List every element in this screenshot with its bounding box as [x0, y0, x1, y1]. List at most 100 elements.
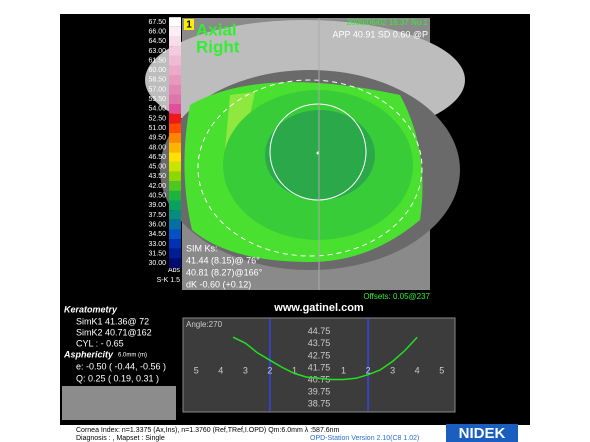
diagnosis-box	[62, 386, 176, 420]
scale-swatch	[169, 200, 181, 211]
scale-swatch	[169, 104, 181, 114]
scale-label: 55.50	[148, 96, 166, 103]
keratometry-panel: Keratometry SimK1 41.36@ 72 SimK2 40.71@…	[62, 304, 176, 420]
x-tick-label: 3	[390, 365, 395, 375]
scale-swatch	[169, 26, 181, 37]
scale-label: 58.50	[148, 77, 166, 84]
scale-swatch	[169, 152, 181, 162]
scale-swatch	[169, 190, 181, 201]
map-type: Axial	[196, 20, 237, 39]
footer-index: Cornea Index: n=1.3375 (Ax,Ins), n=1.376…	[76, 427, 340, 434]
simk-dk: dK -0.60 (+0.12)	[186, 279, 251, 289]
chart-title: Angle:270	[186, 320, 223, 329]
map-number: 1	[186, 20, 192, 31]
scale-swatch	[169, 229, 181, 240]
cyl: CYL : - 0.65	[76, 338, 124, 348]
scale-swatch	[169, 123, 181, 133]
simk1: SimK1 41.36@ 72	[76, 316, 149, 326]
scale-label: 30.00	[148, 260, 166, 267]
scale-step: S-K 1.5	[157, 277, 180, 284]
x-tick-label: 1	[341, 365, 346, 375]
plot-area	[182, 317, 456, 413]
scale-label: 57.00	[148, 86, 166, 93]
scale-label: 31.50	[148, 250, 166, 257]
scale-swatch	[169, 239, 181, 249]
scale-label: 61.50	[148, 57, 166, 64]
scale-label: 63.00	[148, 48, 166, 55]
scale-label: 66.00	[148, 28, 166, 35]
y-tick-label: 42.75	[308, 350, 331, 360]
scale-swatch	[169, 75, 181, 85]
website: www.gatinel.com	[273, 302, 364, 314]
scale-label: 36.00	[148, 221, 166, 228]
asphericity-title: Asphericity	[63, 349, 114, 359]
simk-title: SIM Ks:	[186, 243, 218, 253]
pupil-dashed-ring	[197, 79, 423, 257]
y-tick-label: 43.75	[308, 338, 331, 348]
scale-swatch	[169, 46, 181, 56]
profile-line	[232, 336, 418, 381]
scale-label: 51.00	[148, 125, 166, 132]
scale-swatch	[169, 248, 181, 259]
q-value: Q: 0.25 ( 0.19, 0.31 )	[76, 373, 159, 383]
scale-label: 39.00	[148, 202, 166, 209]
scale-label: 52.50	[148, 115, 166, 122]
scale-swatch	[169, 171, 181, 182]
scale-swatch	[169, 17, 181, 27]
exam-date: 2009/06/02 16:37 No.1	[347, 18, 429, 27]
scale-swatch	[169, 181, 181, 191]
scale-swatch	[169, 113, 181, 124]
x-tick-label: 2	[366, 365, 371, 375]
scale-label: 43.50	[148, 173, 166, 180]
scale-swatch	[169, 84, 181, 95]
x-tick-label: 4	[218, 365, 223, 375]
map-number-box	[184, 19, 194, 30]
map-central-zone	[265, 110, 375, 200]
scale-swatch	[169, 65, 181, 76]
scale-label: 42.00	[148, 183, 166, 190]
profile-chart: Angle:270 5 4 3 2 1 1 2 3 4 5 44.75 43.75 42.75 41.75…	[182, 317, 456, 413]
y-tick-label: 38.75	[308, 399, 331, 409]
y-tick-label: 44.75	[308, 326, 331, 336]
center-ring	[269, 103, 367, 201]
x-tick-label: 1	[292, 365, 297, 375]
scale-swatch	[169, 132, 181, 143]
simk-line: 41.44 (8.15)@ 76°	[186, 255, 260, 265]
eccentricity: e: -0.50 ( -0.44, -0.56 )	[76, 361, 166, 371]
x-tick-label: 3	[243, 365, 248, 375]
scale-label: 54.00	[148, 106, 166, 113]
scale-swatch	[169, 55, 181, 66]
scale-label: 37.50	[148, 212, 166, 219]
scale-label: 49.50	[148, 135, 166, 142]
keratometry-title: Keratometry	[64, 304, 118, 314]
x-tick-label: 5	[194, 365, 199, 375]
x-tick-label: 2	[267, 365, 272, 375]
y-tick-label: 39.75	[308, 387, 331, 397]
scale-swatch	[169, 161, 181, 172]
scale-label: 45.00	[148, 164, 166, 171]
simk-line: 40.81 (8.27)@166°	[186, 267, 263, 277]
logo-box	[446, 424, 518, 442]
scale-label: 64.50	[148, 38, 166, 45]
asphericity-zone: 6.0mm (m)	[118, 353, 147, 359]
scale-swatch	[169, 142, 181, 153]
map-eye: Right	[196, 37, 240, 56]
scale-swatch	[169, 36, 181, 47]
app-value: APP 40.91 SD 0.60 @P	[332, 29, 428, 39]
offsets: Offsets: 0.05@237	[363, 292, 430, 301]
topography-map: 1 Axial Right 2009/06/02 16:37 No.1 APP …	[145, 18, 465, 301]
logo: NIDEK	[459, 425, 506, 442]
footer-diagnosis: Diagnosis : , Mapset : Single	[76, 435, 165, 442]
scale-label: 48.00	[148, 144, 166, 151]
y-tick-label: 40.75	[308, 375, 331, 385]
software-version: OPD-Station Version 2.10(C8 1.02)	[310, 435, 419, 442]
simk2: SimK2 40.71@162	[76, 327, 152, 337]
x-tick-label: 5	[439, 365, 444, 375]
scale-swatch	[169, 94, 181, 105]
scale-label: 40.50	[148, 193, 166, 200]
scale-swatch	[169, 258, 181, 269]
x-tick-label: 4	[415, 365, 420, 375]
scale-label: 33.00	[148, 241, 166, 248]
scale-label: 46.50	[148, 154, 166, 161]
